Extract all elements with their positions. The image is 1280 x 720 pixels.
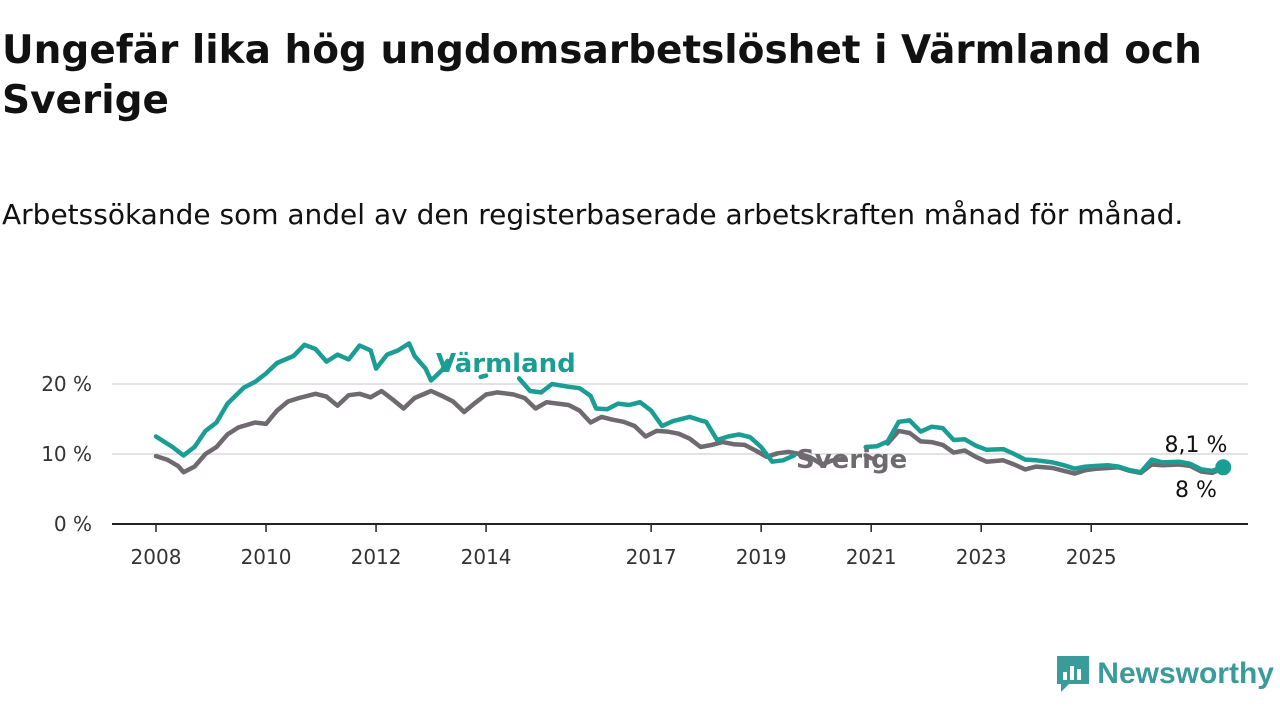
series-line-varmland [478,373,489,380]
series-line-sverige [885,428,1226,476]
chart-title: Ungefär lika hög ungdomsarbetslöshet i V… [2,28,1202,123]
newsworthy-logo: Newsworthy [1055,654,1274,694]
series-line-varmland [153,341,450,458]
x-tick-label: 2017 [626,545,677,569]
x-tick-label: 2010 [241,545,292,569]
x-tick-label: 2014 [461,545,512,569]
logo-text: Newsworthy [1097,657,1274,690]
x-tick-label: 2019 [736,545,787,569]
y-tick-label: 10 % [41,442,92,466]
y-axis-ticks: 0 % 10 % 20 % [41,372,92,536]
series-line-varmland [863,418,1226,475]
x-axis-ticks: 2008 2010 2012 2014 2017 2019 2021 2023 2025 [112,523,1248,569]
series-labels: Värmland Sverige 8,1 % 8 % [436,349,1232,503]
series-line-sverige [863,453,874,461]
x-tick-label: 2012 [351,545,402,569]
gridlines [112,383,1248,455]
series-lines [153,341,1226,476]
series-label-sverige: Sverige [796,445,907,475]
x-tick-label: 2025 [1066,545,1117,569]
chart-subtitle: Arbetssökande som andel av den registerb… [2,198,1184,231]
x-tick-label: 2023 [956,545,1007,569]
series-label-varmland: Värmland [436,349,576,379]
end-label-varmland: 8,1 % [1165,433,1228,458]
series-line-varmland [516,376,797,464]
x-tick-label: 2008 [131,545,182,569]
end-point-marker [1215,459,1232,476]
bar-chart-badge-icon [1057,656,1090,692]
y-tick-label: 20 % [41,372,92,396]
x-tick-label: 2021 [846,545,897,569]
y-tick-label: 0 % [54,512,92,536]
series-line-sverige [153,388,846,475]
end-label-sverige: 8 % [1175,478,1217,503]
